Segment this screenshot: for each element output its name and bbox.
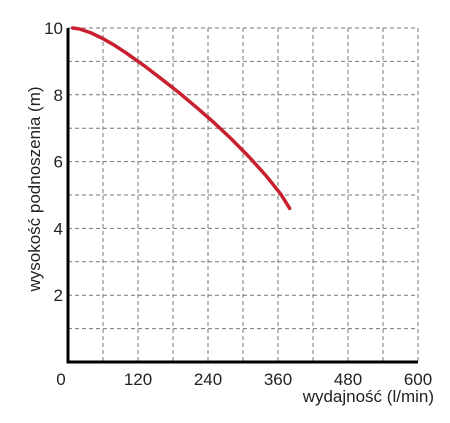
- x-axis-label: wydajność (l/min): [302, 387, 434, 406]
- x-tick-label: 360: [264, 370, 292, 389]
- y-tick-label: 6: [54, 153, 63, 172]
- grid: [68, 27, 419, 362]
- x-tick-label: 120: [124, 370, 152, 389]
- tick-labels: 0 120 240 360 480 600 2 4 6 8 10: [44, 19, 432, 389]
- series-layer: [70, 26, 292, 211]
- series-line: [70, 26, 292, 211]
- y-tick-label: 10: [44, 19, 63, 38]
- y-tick-label: 2: [54, 286, 63, 305]
- y-tick-label: 8: [54, 86, 63, 105]
- x-tick-label: 240: [194, 370, 222, 389]
- x-tick-label: 480: [334, 370, 362, 389]
- axes: [66, 28, 418, 364]
- y-axis-label: wysokość podnoszenia (m): [25, 86, 44, 292]
- y-tick-label: 4: [54, 219, 63, 238]
- x-tick-label: 600: [404, 370, 432, 389]
- x-tick-label: 0: [56, 370, 65, 389]
